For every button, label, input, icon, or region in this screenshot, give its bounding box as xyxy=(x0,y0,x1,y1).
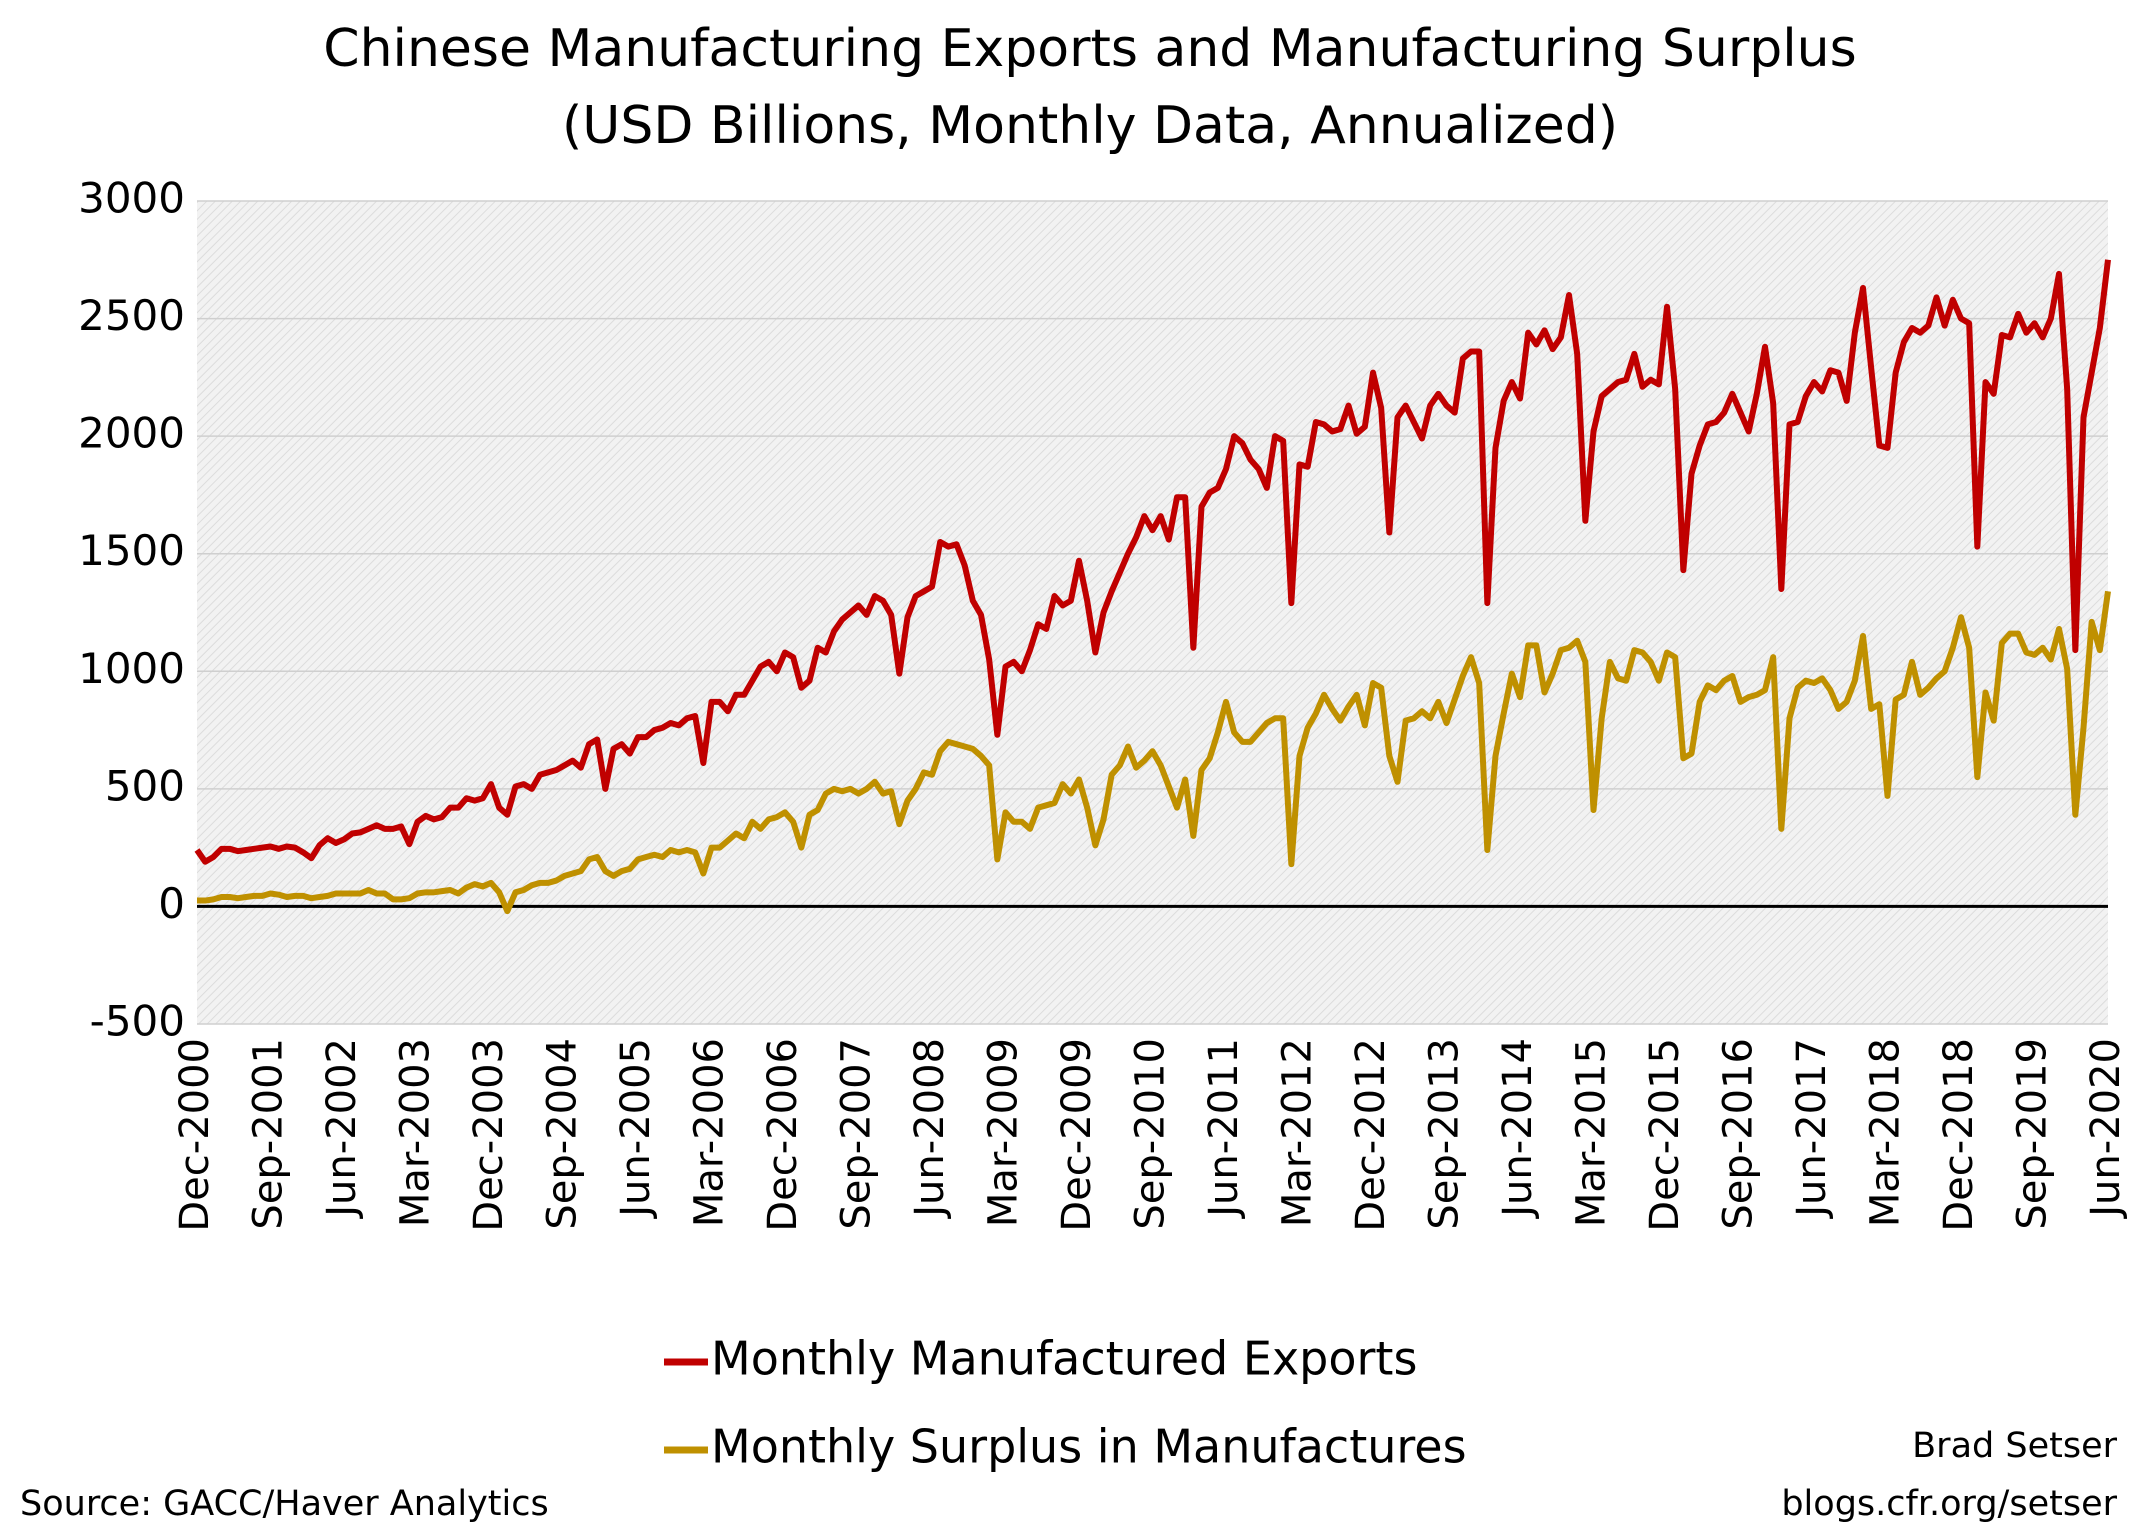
x-tick-label: Jun-2008 xyxy=(907,1038,953,1220)
y-tick-label: 3000 xyxy=(78,174,185,223)
x-tick-label: Jun-2005 xyxy=(613,1038,659,1220)
y-tick-label: 2500 xyxy=(78,291,185,340)
series-line xyxy=(194,259,2111,865)
x-tick-label: Dec-2018 xyxy=(1936,1038,1982,1232)
x-tick-label: Jun-2011 xyxy=(1201,1038,1247,1220)
x-tick-label: Dec-2000 xyxy=(172,1038,218,1232)
x-tick-label: Dec-2003 xyxy=(466,1038,512,1232)
x-tick-label: Mar-2012 xyxy=(1275,1038,1321,1227)
chart-subtitle: (USD Billions, Monthly Data, Annualized) xyxy=(562,96,1618,156)
legend-label: Monthly Surplus in Manufactures xyxy=(711,1420,1467,1474)
y-tick-label: 2000 xyxy=(78,409,185,458)
x-tick-label: Sep-2004 xyxy=(540,1038,586,1230)
x-tick-label: Jun-2014 xyxy=(1495,1038,1541,1220)
x-tick-label: Dec-2015 xyxy=(1642,1038,1688,1232)
author: Brad Setser xyxy=(1912,1426,2117,1466)
y-tick-label: 1500 xyxy=(78,526,185,575)
y-tick-label: -500 xyxy=(90,997,185,1046)
y-tick-label: 500 xyxy=(105,761,185,810)
x-tick-label: Mar-2018 xyxy=(1863,1038,1909,1227)
x-tick-label: Mar-2015 xyxy=(1569,1038,1615,1227)
x-tick-label: Sep-2001 xyxy=(246,1038,292,1230)
x-tick-label: Mar-2006 xyxy=(687,1038,733,1227)
x-tick-label: Mar-2003 xyxy=(393,1038,439,1227)
x-tick-label: Dec-2009 xyxy=(1054,1038,1100,1232)
x-tick-label: Jun-2002 xyxy=(319,1038,365,1220)
source: Source: GACC/Haver Analytics xyxy=(20,1484,549,1524)
x-tick-label: Sep-2007 xyxy=(834,1038,880,1230)
x-tick-label: Dec-2012 xyxy=(1348,1038,1394,1232)
series-line xyxy=(197,590,2111,915)
x-tick-label: Jun-2017 xyxy=(1789,1038,1835,1220)
plot-background xyxy=(197,201,2108,1024)
plot xyxy=(194,259,2111,915)
chart-title: Chinese Manufacturing Exports and Manufa… xyxy=(323,19,1856,79)
x-tick-label: Dec-2006 xyxy=(760,1038,806,1232)
x-tick-label: Sep-2016 xyxy=(1716,1038,1762,1230)
x-tick-label: Mar-2009 xyxy=(981,1038,1027,1227)
x-tick-label: Sep-2019 xyxy=(2010,1038,2056,1230)
website: blogs.cfr.org/setser xyxy=(1781,1484,2117,1524)
y-tick-label: 1000 xyxy=(78,644,185,693)
x-tick-label: Sep-2013 xyxy=(1422,1038,1468,1230)
legend-label: Monthly Manufactured Exports xyxy=(711,1332,1417,1386)
x-tick-label: Jun-2020 xyxy=(2083,1038,2129,1220)
x-tick-label: Sep-2010 xyxy=(1128,1038,1174,1230)
y-tick-label: 0 xyxy=(158,879,185,928)
